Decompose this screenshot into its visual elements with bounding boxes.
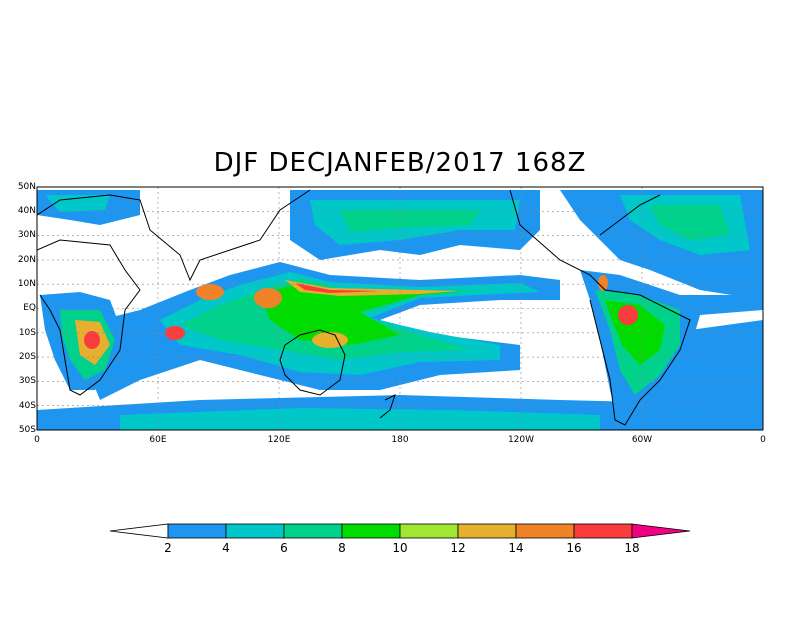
colorbar-swatch <box>399 523 459 539</box>
colorbar-swatch <box>225 523 285 539</box>
lon-label: 120E <box>267 435 291 445</box>
south-atlantic-band <box>640 320 763 430</box>
lat-label: 10S <box>18 328 36 338</box>
north-america-east-coast <box>599 194 661 236</box>
colorbar-label: 16 <box>566 541 582 555</box>
lat-label: 20S <box>18 352 36 362</box>
colorbar-swatch <box>341 523 401 539</box>
tropical-belt-lime <box>260 283 470 345</box>
colorbar-label: 12 <box>450 541 466 555</box>
map-grid <box>37 187 763 430</box>
indian-ocean-rain <box>165 326 185 340</box>
lat-label: 50N <box>17 182 36 192</box>
southern-ocean-inner <box>120 408 600 430</box>
new-zealand-coast <box>379 394 396 419</box>
africa-rain-max <box>84 331 100 349</box>
map-frame <box>36 186 764 431</box>
europe-inner <box>45 195 110 212</box>
colorbar-swatch <box>573 523 633 539</box>
colorbar-max-arrow <box>631 523 691 539</box>
australia-coast <box>279 329 346 396</box>
maritime-continent-rain <box>254 288 282 308</box>
map-field <box>37 190 763 430</box>
lon-label: 180 <box>391 435 409 445</box>
colorbar-swatch <box>515 523 575 539</box>
lon-label: 60W <box>631 435 653 445</box>
lat-label: EQ <box>23 303 36 313</box>
eurasia-coast <box>37 189 311 282</box>
south-pacific-rain <box>312 332 348 348</box>
colorbar-label: 4 <box>222 541 230 555</box>
north-atlantic-core <box>650 205 730 240</box>
lon-label: 0 <box>760 435 766 445</box>
north-pacific-core <box>340 210 480 232</box>
bay-of-bengal-rain <box>196 284 224 300</box>
colorbar-label: 2 <box>164 541 172 555</box>
lat-label: 20N <box>17 255 36 265</box>
lat-label: 50S <box>18 425 36 435</box>
americas-coast <box>509 189 691 426</box>
colorbar-swatch <box>457 523 517 539</box>
colorbar-swatch <box>167 523 227 539</box>
colorbar-min-arrow <box>109 523 169 539</box>
africa-coast <box>37 239 141 396</box>
coastlines <box>37 189 691 426</box>
lat-label: 40S <box>18 401 36 411</box>
map-title: DJF DECJANFEB/2017 168Z <box>213 148 587 178</box>
amazon-rain-max <box>618 305 638 325</box>
lon-label: 120W <box>507 435 535 445</box>
andes-rain-max <box>598 275 608 291</box>
colorbar-label: 8 <box>338 541 346 555</box>
lon-label: 60E <box>149 435 167 445</box>
lat-label: 40N <box>17 206 36 216</box>
lat-label: 10N <box>17 279 36 289</box>
colorbar-label: 10 <box>392 541 408 555</box>
colorbar <box>109 523 691 539</box>
lat-label: 30S <box>18 376 36 386</box>
itcz-red <box>295 283 380 293</box>
colorbar-label: 18 <box>624 541 640 555</box>
lon-label: 0 <box>34 435 40 445</box>
colorbar-label: 14 <box>508 541 524 555</box>
colorbar-label: 6 <box>280 541 288 555</box>
lat-label: 30N <box>17 230 36 240</box>
colorbar-swatch <box>283 523 343 539</box>
